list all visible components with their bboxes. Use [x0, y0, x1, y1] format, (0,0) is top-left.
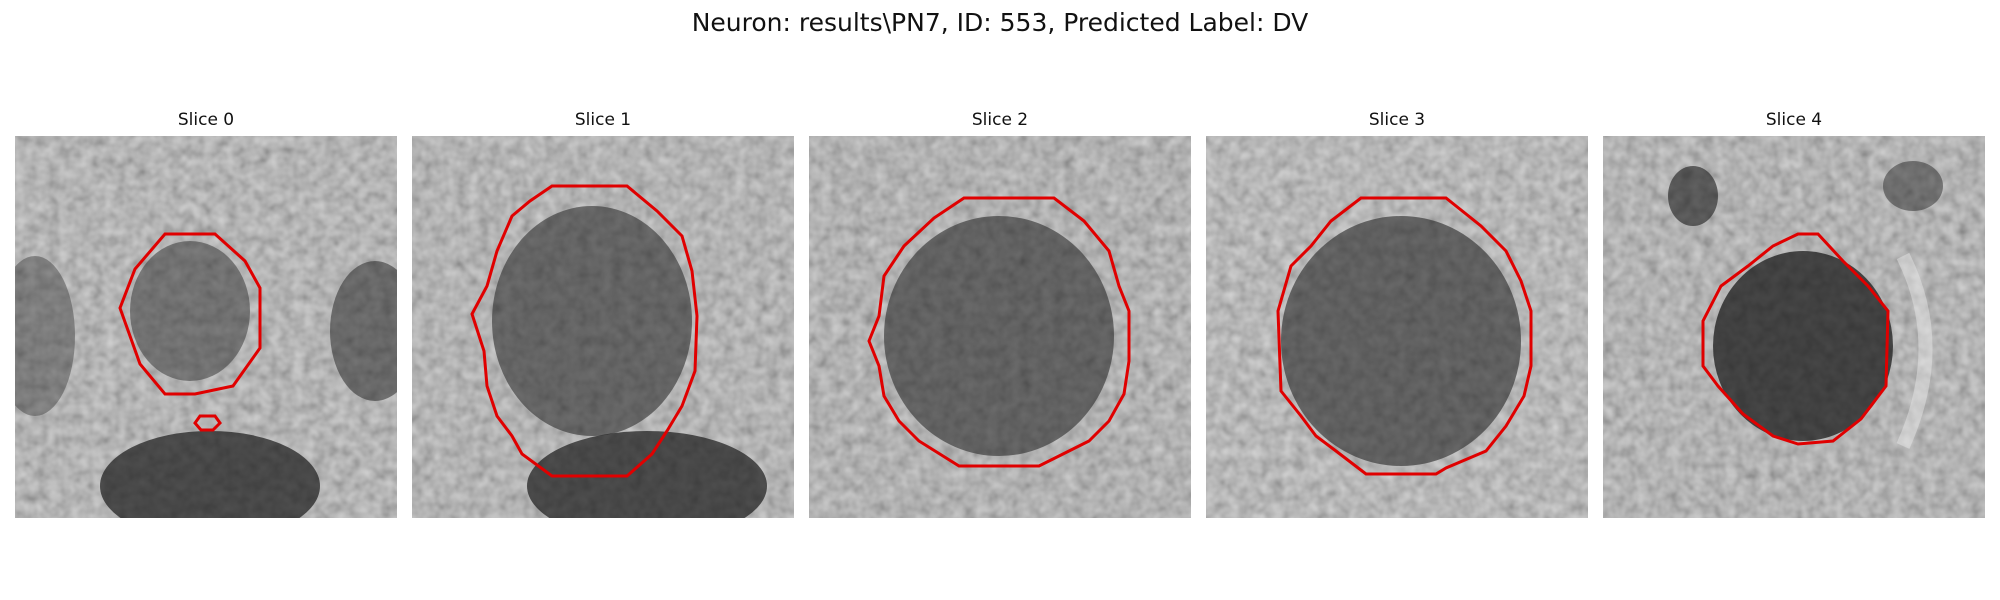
- microscopy-slice-image: [809, 136, 1191, 518]
- microscopy-slice-image: [1206, 136, 1588, 518]
- panel-title: Slice 3: [1206, 108, 1588, 132]
- panel-title: Slice 1: [412, 108, 794, 132]
- microscopy-slice-image: [15, 136, 397, 518]
- panel-title: Slice 4: [1603, 108, 1985, 132]
- panel-slice-3: Slice 3: [1206, 108, 1588, 518]
- panel-title: Slice 0: [15, 108, 397, 132]
- panel-slice-0: Slice 0: [15, 108, 397, 518]
- microscopy-slice-image: [412, 136, 794, 518]
- panel-slice-1: Slice 1: [412, 108, 794, 518]
- figure-title: Neuron: results\PN7, ID: 553, Predicted …: [0, 8, 2000, 37]
- panel-slice-4: Slice 4: [1603, 108, 1985, 518]
- panel-title: Slice 2: [809, 108, 1191, 132]
- microscopy-slice-image: [1603, 136, 1985, 518]
- panel-slice-2: Slice 2: [809, 108, 1191, 518]
